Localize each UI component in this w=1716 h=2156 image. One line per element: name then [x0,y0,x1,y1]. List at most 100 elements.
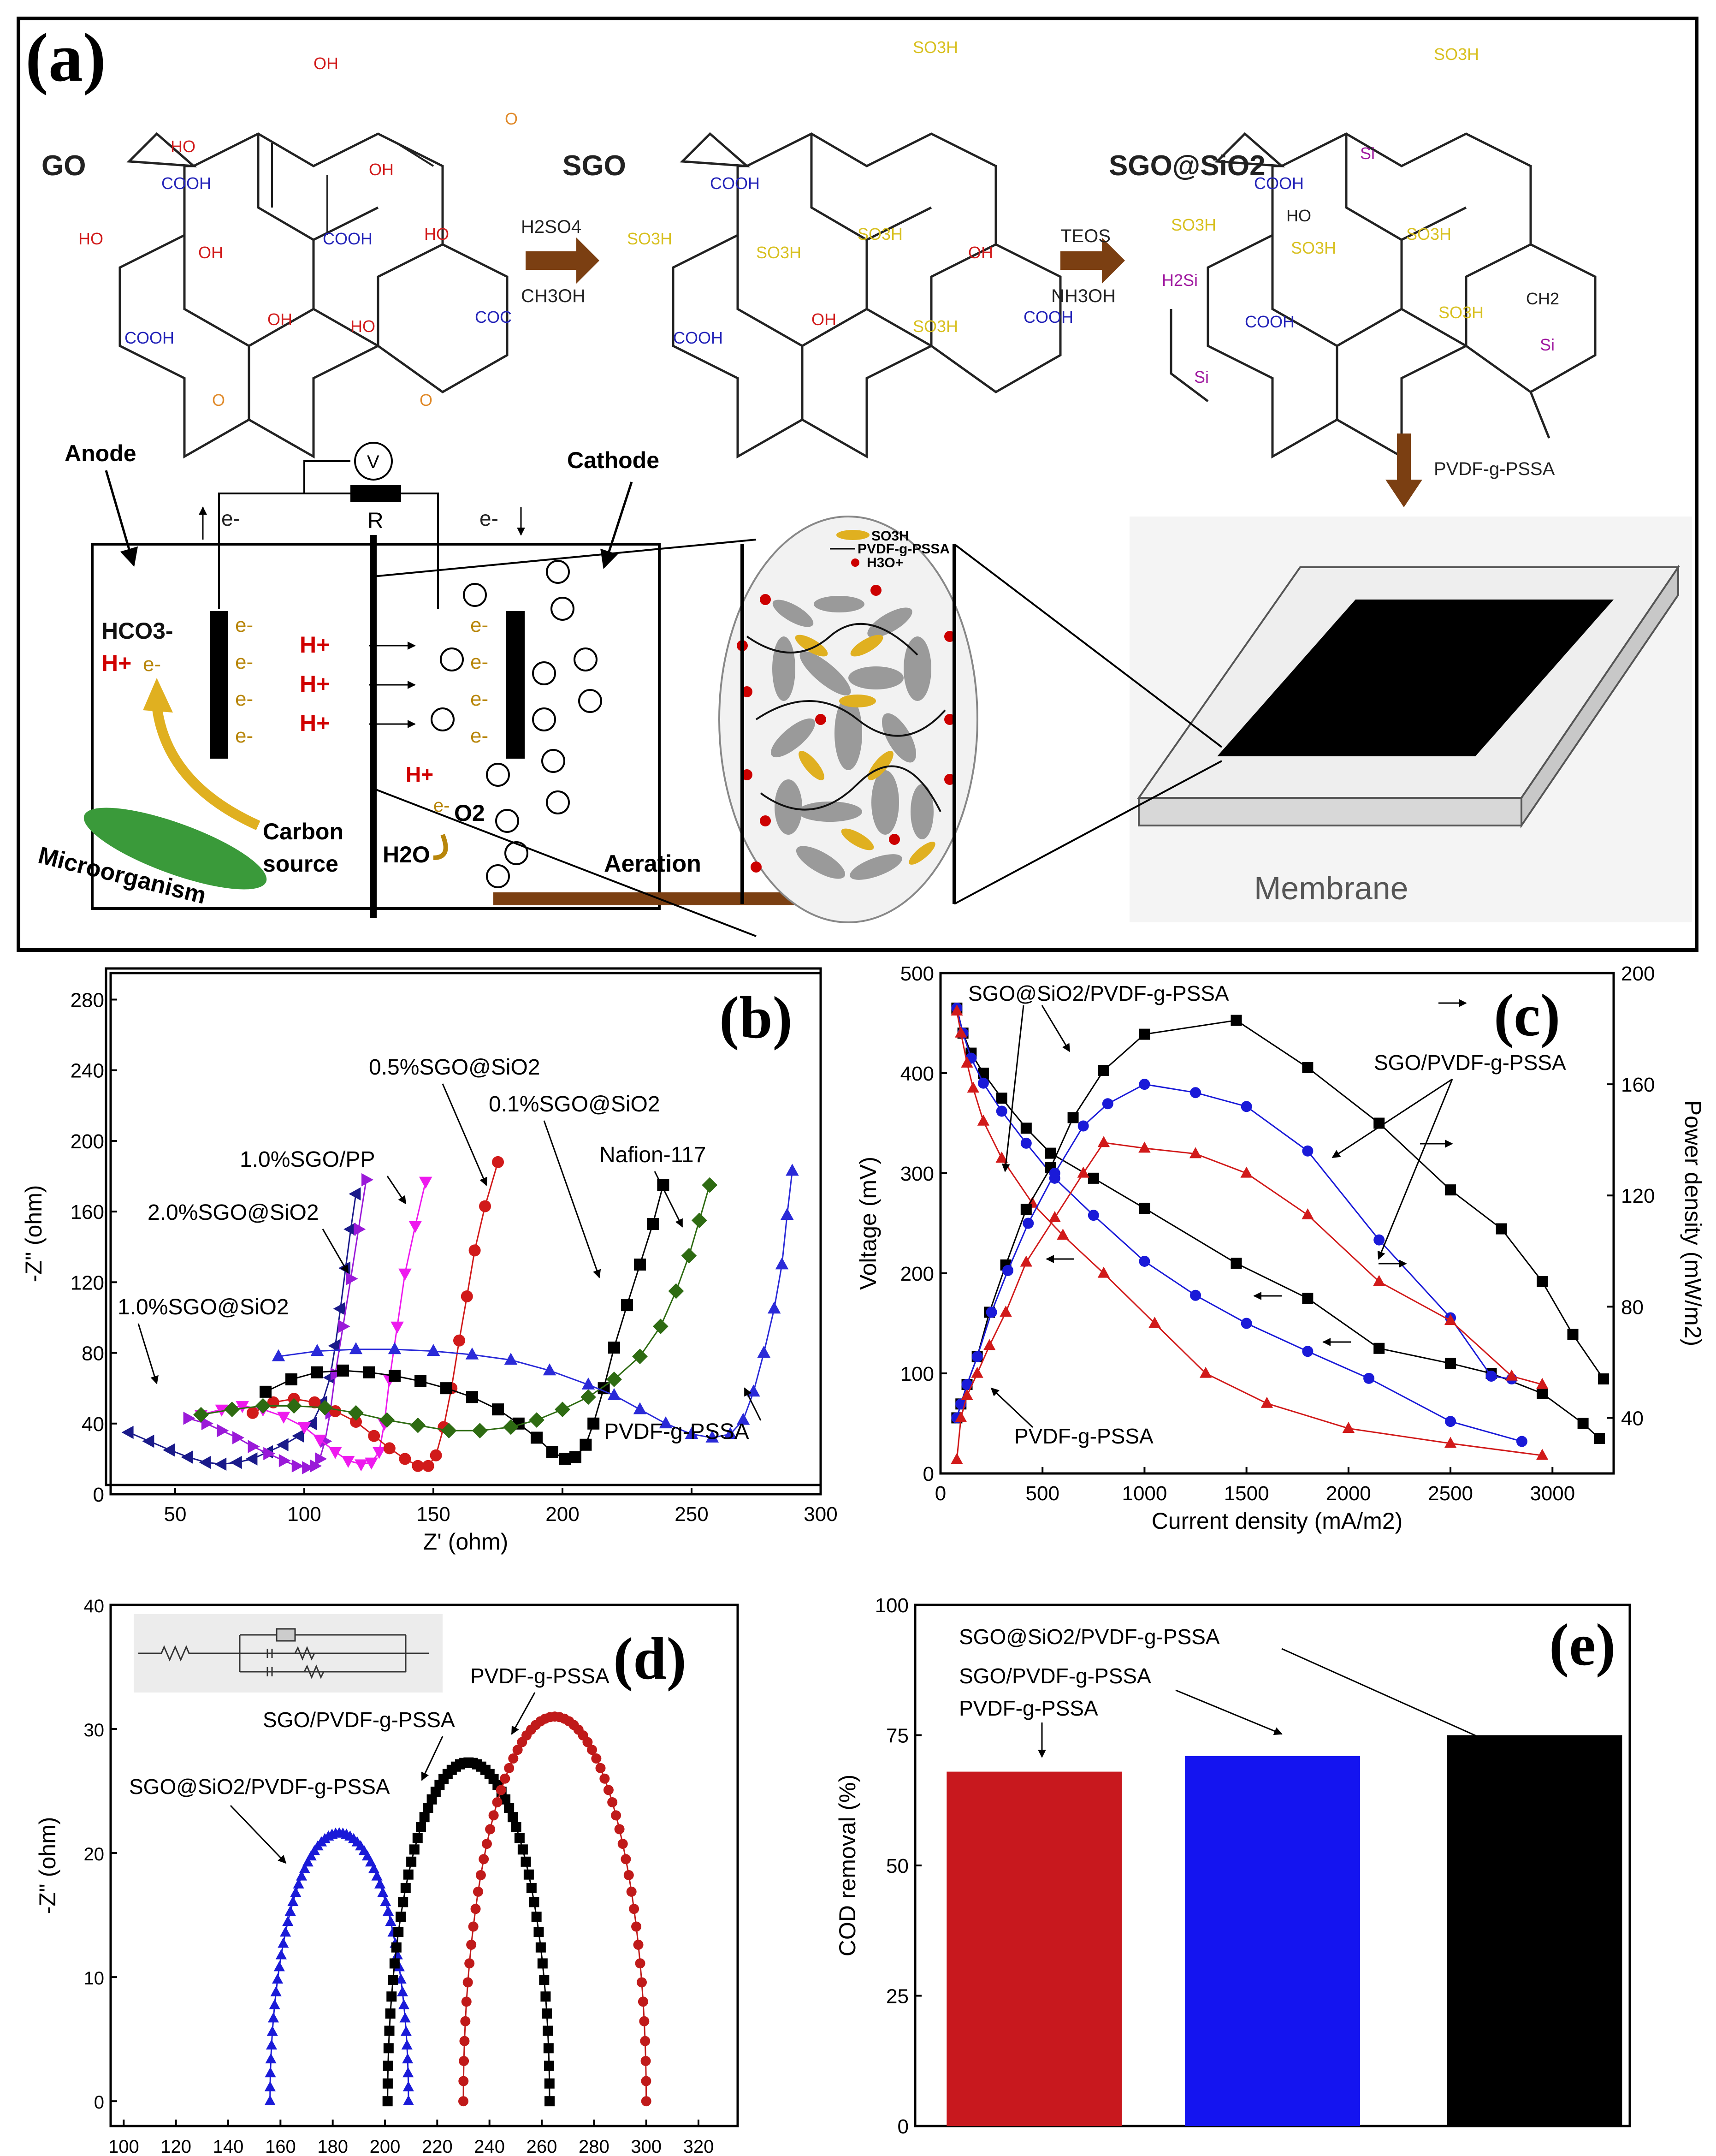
go-cooh-2: COOH [323,229,373,248]
membrane-label: Membrane [1254,870,1408,906]
b-data-point [379,1412,395,1428]
d-data-point [500,1773,510,1784]
b-data-point [199,1455,211,1469]
d-data-point [368,1863,380,1873]
d-data-point [459,2056,469,2067]
b-data-point [546,1446,558,1458]
aeration-label: Aeration [604,850,701,877]
b-data-point [461,1290,473,1302]
panel-d-series [264,1711,651,2107]
aerator [493,892,798,905]
c-voltage-point [1190,1289,1201,1301]
b-data-point [255,1398,271,1414]
b-data-point [580,1389,596,1405]
c-power-point [1077,1120,1089,1132]
b-data-point [408,1221,422,1233]
b-data-point [308,1396,321,1408]
anode-electrode [210,611,228,759]
x-tick-label: 1500 [1224,1482,1269,1505]
membrane-active-area [1217,600,1614,756]
c-voltage-point [1241,1318,1252,1329]
b-data-point [291,1459,304,1473]
b-label-nafion: Nafion-117 [599,1143,706,1167]
d-label-sgosio2: SGO@SiO2/PVDF-g-PSSA [129,1775,390,1799]
b-data-point [363,1366,375,1378]
arrow-step3: PVDF-g-PSSA [1385,434,1555,507]
y-tick-label: 120 [71,1271,104,1294]
y-tick-label: 0 [93,1484,104,1506]
b-data-point [183,1411,195,1425]
d-data-point [382,1906,394,1916]
c-power-point [971,1366,983,1378]
d-data-point [388,1974,398,1985]
d-data-point [611,1810,621,1821]
zoom-legend-so3h: SO3H [871,529,909,544]
c-power-point [951,1453,963,1464]
d-data-point [629,1904,639,1914]
step2-reagent-bottom: NH3OH [1051,286,1116,306]
d-data-point [526,1883,537,1893]
b-data-point [245,1452,258,1466]
b-data-point [328,1339,340,1353]
b-data-point [441,1423,457,1439]
d-data-point [492,1797,503,1808]
ss-si-1: Si [1360,144,1375,163]
d-data-point [544,2078,555,2089]
d-data-point [416,1822,426,1832]
ss-si-2: Si [1540,335,1555,354]
c-power-point [1598,1373,1609,1385]
c-label-black: SGO@SiO2/PVDF-g-PSSA [968,981,1229,1005]
c-power-point [1049,1168,1060,1179]
c-power-point [1048,1211,1061,1223]
d-data-point [371,1870,383,1881]
b-data-point [247,1407,259,1419]
e-bar [1185,1756,1360,2126]
d-label-pvdf: PVDF-g-PSSA [470,1664,609,1688]
go-ho-3: HO [424,225,449,244]
b-data-point [398,1268,412,1281]
d-data-point [623,1870,634,1880]
b-data-point [230,1455,242,1469]
d-data-point [500,1794,511,1805]
b-data-point [786,1164,799,1176]
d-data-point [395,1973,407,1984]
b-data-point [453,1334,465,1347]
d-data-point [521,1856,531,1867]
d-data-point [383,2061,393,2071]
b-data-point [361,1173,373,1187]
d-data-point [302,1856,314,1867]
d-data-point [543,2043,554,2054]
go-o-1: O [505,109,518,128]
b-data-point [163,1443,175,1457]
h-plus-anode: H+ [101,650,131,676]
b-data-point [633,1402,647,1414]
d-data-point [385,1916,396,1926]
c-voltage-point [1057,1229,1069,1240]
c-power-point [1020,1255,1033,1267]
y-tick-label: 0 [898,2115,909,2138]
c-voltage-point [1445,1358,1456,1369]
e-anode-1: e- [235,614,253,636]
d-data-point [305,1850,317,1861]
d-data-point [512,1745,523,1755]
x-tick-label: 50 [164,1503,187,1526]
d-data-point [270,1986,282,1996]
ss-so3h-4: SO3H [1406,225,1451,244]
y2-tick-label: 160 [1621,1074,1655,1096]
y-tick-label: 300 [900,1163,934,1185]
x-tick-label: 120 [160,2137,191,2156]
b-data-point [365,1457,378,1470]
c-power-point [1139,1028,1150,1040]
b-data-point [543,1363,556,1376]
b-data-point [263,1447,276,1461]
d-data-point [641,2096,651,2107]
b-data-point [668,1283,684,1299]
b-data-point [659,1416,673,1429]
ss-so3h-1: SO3H [1434,45,1479,64]
d-data-point [529,1897,539,1907]
c-voltage-point [996,1093,1007,1104]
c-power-point [1485,1371,1497,1382]
b-data-point [531,1431,543,1444]
c-power-point [1302,1062,1314,1073]
x-axis-label: Current density (mA/m2) [1152,1508,1403,1534]
